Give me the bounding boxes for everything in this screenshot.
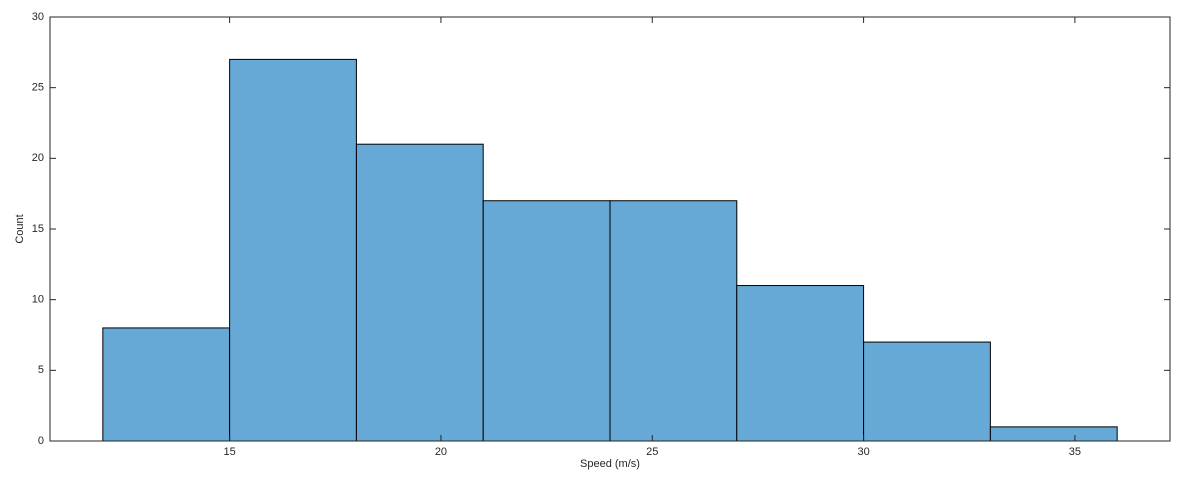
x-axis-label: Speed (m/s): [580, 458, 640, 470]
bar: [355, 143, 484, 442]
x-tick-label: 15: [223, 446, 235, 458]
y-axis-label: Count: [14, 214, 26, 243]
y-tick-label: 30: [32, 11, 44, 23]
bar: [102, 327, 231, 442]
y-tick-label: 20: [32, 152, 44, 164]
y-tick-label: 15: [32, 223, 44, 235]
bar: [482, 200, 611, 442]
y-tick-label: 25: [32, 82, 44, 94]
x-tick-label: 35: [1069, 446, 1081, 458]
y-tick-label: 5: [38, 364, 44, 376]
y-tick-label: 10: [32, 294, 44, 306]
x-tick-label: 20: [435, 446, 447, 458]
bar: [736, 285, 865, 442]
y-tick-label: 0: [38, 435, 44, 447]
x-tick-label: 30: [857, 446, 869, 458]
x-tick-label: 25: [646, 446, 658, 458]
bar: [609, 200, 738, 442]
bar: [229, 58, 357, 442]
bar: [863, 341, 991, 442]
bar: [989, 426, 1118, 442]
